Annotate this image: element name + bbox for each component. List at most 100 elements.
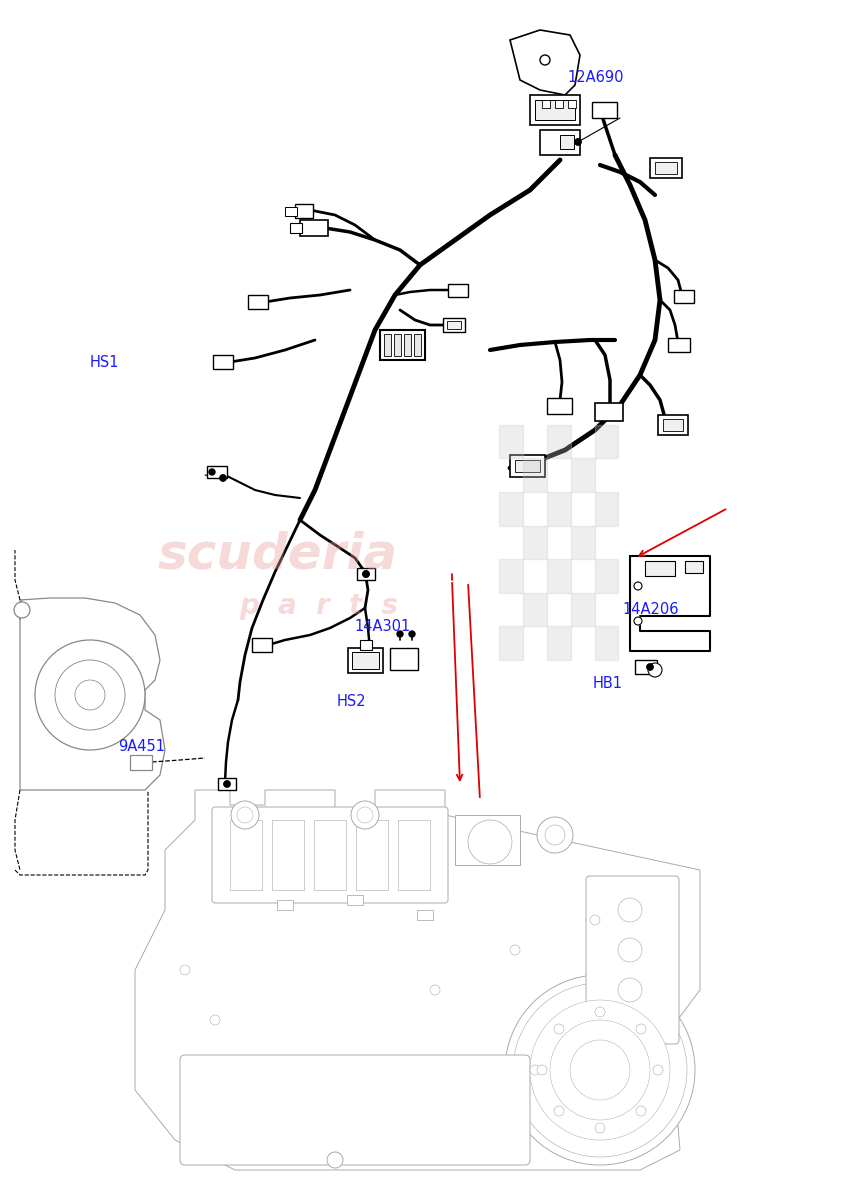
Circle shape	[633, 582, 642, 590]
Circle shape	[569, 1040, 630, 1100]
Bar	[442, 318, 464, 332]
Bar	[570, 458, 594, 492]
Circle shape	[633, 617, 642, 625]
Bar	[595, 403, 622, 421]
Bar	[534, 100, 574, 120]
Bar	[398, 820, 429, 890]
Bar	[394, 334, 400, 356]
Text: HS2: HS2	[337, 695, 366, 709]
Bar	[570, 593, 594, 626]
Bar	[446, 320, 460, 329]
Bar	[360, 640, 371, 650]
Bar	[560, 134, 573, 149]
Circle shape	[408, 631, 415, 637]
Bar	[404, 334, 411, 356]
Circle shape	[209, 469, 215, 475]
Circle shape	[512, 983, 686, 1157]
Circle shape	[553, 1024, 563, 1034]
Text: scuderia: scuderia	[158, 530, 398, 578]
Circle shape	[14, 602, 30, 618]
Circle shape	[357, 806, 372, 823]
Bar	[667, 338, 689, 352]
Text: 14A206: 14A206	[622, 602, 678, 617]
Circle shape	[648, 662, 661, 677]
Bar	[300, 220, 328, 236]
Bar	[355, 820, 388, 890]
Bar	[509, 455, 544, 476]
Bar	[272, 820, 303, 890]
Bar	[594, 492, 618, 526]
Circle shape	[75, 680, 105, 710]
Circle shape	[544, 826, 564, 845]
Bar	[295, 204, 313, 218]
Text: 14A301: 14A301	[354, 619, 410, 634]
Bar	[594, 626, 618, 660]
Bar	[546, 559, 570, 593]
Bar	[546, 398, 572, 414]
Bar	[447, 284, 468, 296]
Circle shape	[326, 1152, 343, 1168]
Bar	[230, 820, 262, 890]
Bar	[522, 458, 546, 492]
Circle shape	[539, 55, 550, 65]
Bar	[498, 425, 522, 458]
Bar	[570, 526, 594, 559]
Bar	[498, 492, 522, 526]
Bar	[594, 425, 618, 458]
Text: HB1: HB1	[592, 677, 622, 691]
Bar	[591, 102, 616, 118]
Bar	[357, 568, 375, 580]
Bar	[218, 778, 236, 790]
Bar	[348, 648, 383, 673]
Circle shape	[363, 571, 369, 577]
Text: 9A451: 9A451	[118, 739, 164, 754]
Circle shape	[537, 817, 573, 853]
Bar	[546, 626, 570, 660]
Circle shape	[574, 139, 580, 145]
Bar	[347, 895, 363, 905]
Bar	[285, 206, 296, 216]
Polygon shape	[20, 598, 164, 790]
Bar	[541, 100, 550, 108]
Circle shape	[539, 55, 550, 65]
Circle shape	[550, 1020, 649, 1120]
FancyBboxPatch shape	[585, 876, 678, 1044]
Circle shape	[220, 475, 226, 481]
Bar	[555, 100, 562, 108]
Circle shape	[35, 640, 145, 750]
Circle shape	[509, 946, 520, 955]
Polygon shape	[509, 30, 579, 95]
Bar	[498, 626, 522, 660]
Bar	[454, 815, 520, 865]
Circle shape	[574, 139, 580, 145]
Circle shape	[595, 1123, 604, 1133]
FancyBboxPatch shape	[180, 1055, 529, 1165]
Circle shape	[350, 802, 378, 829]
Circle shape	[220, 475, 226, 481]
Circle shape	[618, 938, 642, 962]
Circle shape	[210, 1015, 220, 1025]
Bar	[567, 100, 575, 108]
Circle shape	[363, 571, 369, 577]
Bar	[515, 460, 539, 472]
Bar	[417, 910, 433, 920]
Circle shape	[618, 898, 642, 922]
Bar	[546, 425, 570, 458]
Bar	[389, 648, 417, 670]
FancyBboxPatch shape	[212, 806, 447, 902]
Bar	[413, 334, 421, 356]
Bar	[251, 638, 272, 652]
Circle shape	[537, 1066, 546, 1075]
Bar	[634, 660, 656, 674]
Bar	[673, 290, 694, 302]
Circle shape	[590, 914, 599, 925]
Bar	[498, 559, 522, 593]
Bar	[213, 355, 233, 370]
Bar	[662, 419, 682, 431]
Bar	[522, 593, 546, 626]
Bar	[207, 466, 227, 478]
Bar	[379, 330, 424, 360]
Bar	[290, 223, 302, 233]
Bar	[684, 560, 702, 572]
Circle shape	[636, 1024, 645, 1034]
